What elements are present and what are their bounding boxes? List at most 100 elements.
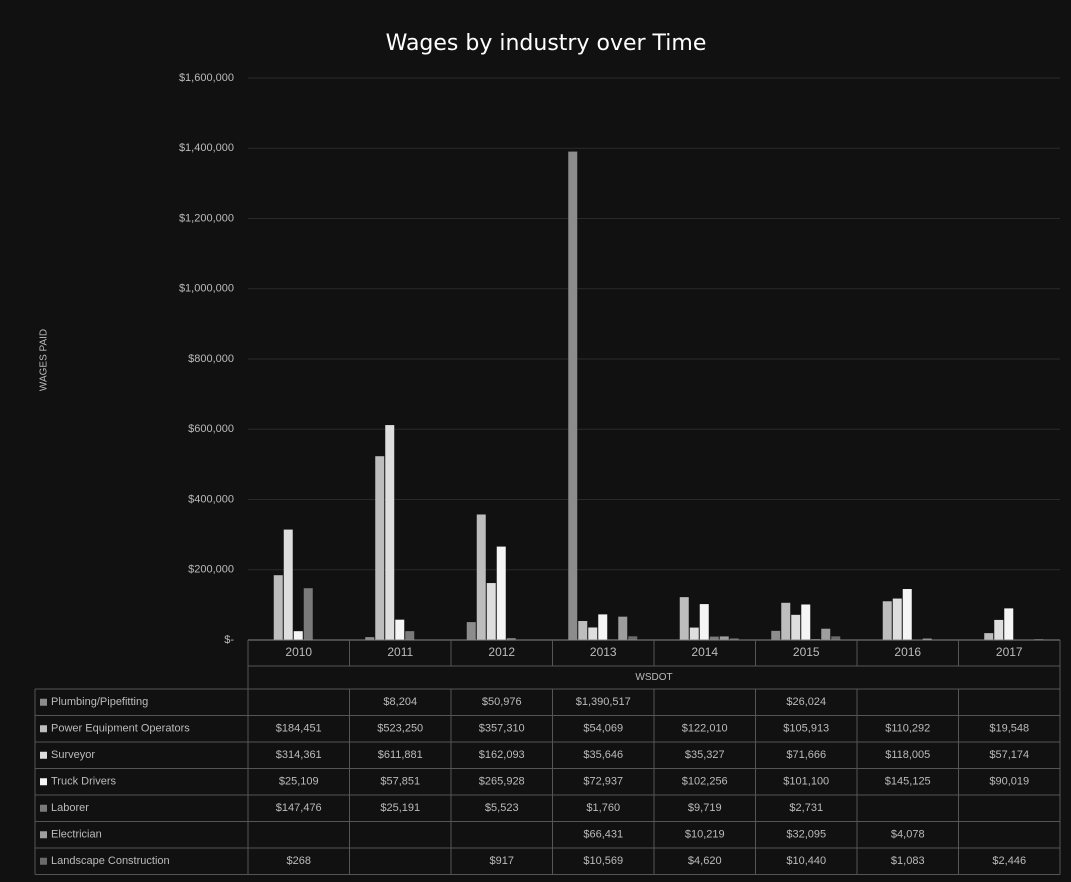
x-tick-label: 2011 bbox=[387, 645, 413, 659]
bar bbox=[283, 529, 293, 640]
table-cell: $162,093 bbox=[479, 749, 525, 761]
bar bbox=[395, 619, 405, 640]
x-tick-label: 2015 bbox=[793, 645, 820, 659]
y-tick-label: $200,000 bbox=[188, 564, 234, 576]
bar bbox=[568, 151, 578, 640]
bar bbox=[466, 622, 476, 640]
table-cell: $10,219 bbox=[685, 829, 725, 841]
x-axis-label: WSDOT bbox=[635, 672, 672, 683]
table-cell: $54,069 bbox=[583, 723, 623, 735]
table-cell: $25,191 bbox=[380, 802, 420, 814]
bar bbox=[476, 514, 486, 640]
chart-title: Wages by industry over Time bbox=[386, 31, 707, 56]
bar bbox=[771, 630, 781, 640]
table-cell: $357,310 bbox=[479, 723, 525, 735]
table-cell: $19,548 bbox=[989, 723, 1029, 735]
bar bbox=[628, 636, 638, 640]
table-cell: $1,083 bbox=[891, 855, 925, 867]
legend-label: Truck Drivers bbox=[51, 776, 116, 788]
x-tick-label: 2013 bbox=[590, 645, 617, 659]
x-tick-label: 2012 bbox=[488, 645, 515, 659]
bar bbox=[902, 589, 912, 640]
table-cell: $118,005 bbox=[885, 749, 930, 761]
y-tick-label: $600,000 bbox=[188, 423, 234, 435]
y-tick-label: $1,600,000 bbox=[179, 72, 234, 84]
y-tick-label: $- bbox=[224, 634, 234, 646]
bar bbox=[801, 604, 811, 640]
table-cell: $90,019 bbox=[989, 776, 1029, 788]
table-cell: $57,174 bbox=[989, 749, 1029, 761]
bar bbox=[984, 633, 994, 640]
bar bbox=[293, 631, 303, 640]
table-cell: $1,760 bbox=[586, 802, 620, 814]
bar bbox=[578, 621, 588, 640]
table-cell: $314,361 bbox=[276, 749, 322, 761]
bar bbox=[598, 614, 608, 640]
table-cell: $57,851 bbox=[380, 776, 420, 788]
table-cell: $10,440 bbox=[786, 855, 826, 867]
legend-label: Surveyor bbox=[51, 749, 95, 761]
table-cell: $5,523 bbox=[485, 802, 519, 814]
legend-swatch bbox=[40, 831, 47, 839]
bar bbox=[679, 597, 689, 640]
bar bbox=[922, 638, 932, 640]
y-tick-label: $1,000,000 bbox=[179, 283, 234, 295]
bar bbox=[719, 636, 729, 640]
legend-swatch bbox=[40, 857, 47, 865]
bar bbox=[699, 604, 709, 640]
legend-swatch bbox=[40, 698, 47, 706]
bar bbox=[273, 575, 283, 640]
table-cell: $72,937 bbox=[583, 776, 623, 788]
table-cell: $1,390,517 bbox=[576, 696, 631, 708]
bar bbox=[375, 456, 385, 640]
bar bbox=[892, 598, 902, 640]
bar bbox=[994, 619, 1004, 640]
table-cell: $184,451 bbox=[276, 723, 322, 735]
table-cell: $122,010 bbox=[682, 723, 728, 735]
table-cell: $71,666 bbox=[786, 749, 826, 761]
table-cell: $25,109 bbox=[279, 776, 319, 788]
legend-label: Landscape Construction bbox=[51, 855, 170, 867]
legend-swatch bbox=[40, 778, 47, 786]
x-tick-label: 2014 bbox=[691, 645, 718, 659]
table-cell: $2,446 bbox=[992, 855, 1026, 867]
bar bbox=[781, 602, 791, 640]
bar bbox=[831, 636, 841, 640]
table-cell: $35,327 bbox=[685, 749, 725, 761]
bar bbox=[882, 601, 892, 640]
table-cell: $105,913 bbox=[783, 723, 829, 735]
table-cell: $32,095 bbox=[786, 829, 826, 841]
bar bbox=[729, 638, 739, 640]
table-cell: $66,431 bbox=[583, 829, 623, 841]
legend-label: Plumbing/Pipefitting bbox=[51, 696, 148, 708]
table-cell: $101,100 bbox=[783, 776, 829, 788]
x-tick-label: 2017 bbox=[996, 645, 1023, 659]
table-cell: $523,250 bbox=[377, 723, 423, 735]
bar bbox=[1004, 608, 1014, 640]
y-tick-label: $400,000 bbox=[188, 493, 234, 505]
y-tick-label: $1,200,000 bbox=[179, 212, 234, 224]
table-cell: $268 bbox=[287, 855, 311, 867]
table-cell: $35,646 bbox=[583, 749, 623, 761]
bar bbox=[618, 616, 628, 640]
table-cell: $110,292 bbox=[885, 723, 930, 735]
bar bbox=[506, 638, 516, 640]
y-axis-label: WAGES PAID bbox=[39, 329, 50, 391]
x-tick-label: 2010 bbox=[285, 645, 312, 659]
y-tick-label: $1,400,000 bbox=[179, 142, 234, 154]
table-cell: $26,024 bbox=[786, 696, 826, 708]
table-cell: $917 bbox=[490, 855, 514, 867]
legend-label: Electrician bbox=[51, 829, 102, 841]
table-cell: $4,078 bbox=[891, 829, 925, 841]
x-tick-label: 2016 bbox=[894, 645, 921, 659]
bar bbox=[821, 628, 831, 640]
bar bbox=[303, 588, 313, 640]
y-tick-label: $800,000 bbox=[188, 353, 234, 365]
table-cell: $50,976 bbox=[482, 696, 522, 708]
table-cell: $145,125 bbox=[885, 776, 931, 788]
table-cell: $265,928 bbox=[479, 776, 525, 788]
bar bbox=[365, 637, 375, 640]
table-cell: $102,256 bbox=[682, 776, 728, 788]
